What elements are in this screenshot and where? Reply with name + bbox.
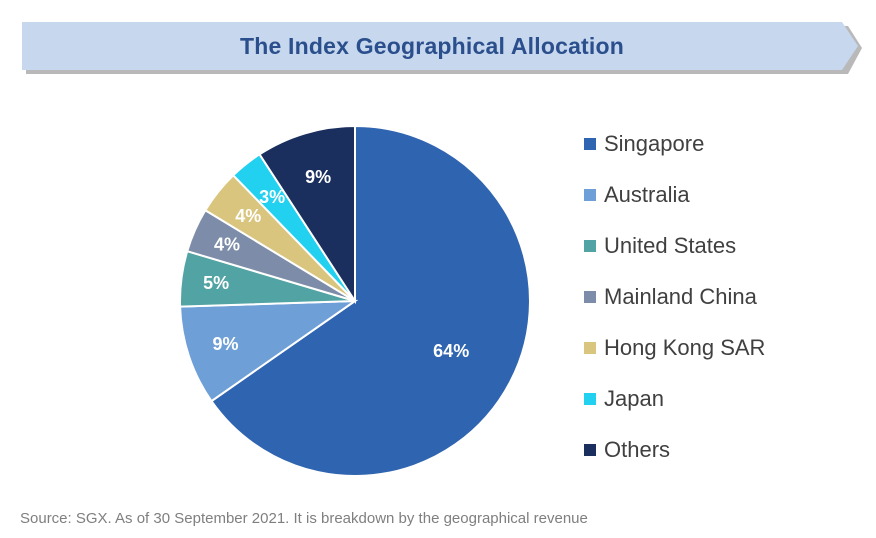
pie-chart: 64% 9% 5% 4% 4% 3% 9%: [170, 116, 540, 486]
legend-swatch: [584, 137, 596, 150]
legend-swatch: [584, 341, 596, 354]
banner-arrow-shape: [22, 22, 862, 74]
legend-label: Singapore: [604, 130, 705, 156]
legend-label: Australia: [604, 181, 690, 207]
legend-swatch: [584, 290, 596, 303]
legend-item-others: Others: [584, 424, 864, 475]
legend-label: United States: [604, 232, 737, 258]
pie-slice-others: [258, 124, 356, 305]
chart-title: The Index Geographical Allocation: [239, 32, 625, 59]
data-label-australia: 9%: [212, 334, 238, 354]
legend-item-hong-kong-sar: Hong Kong SAR: [584, 322, 864, 373]
legend-swatch: [584, 392, 596, 405]
legend-swatch: [584, 239, 596, 252]
legend-item-united-states: United States: [584, 220, 864, 271]
data-label-singapore: 64%: [433, 341, 469, 361]
data-label-others: 9%: [305, 167, 331, 187]
legend-item-mainland-china: Mainland China: [584, 271, 864, 322]
data-label-hong-kong-sar: 4%: [235, 206, 261, 226]
legend-item-australia: Australia: [584, 169, 864, 220]
legend-swatch: [584, 443, 596, 456]
title-banner: The Index Geographical Allocation: [22, 22, 862, 74]
legend-swatch: [584, 188, 596, 201]
legend-label: Mainland China: [604, 283, 757, 309]
legend-item-japan: Japan: [584, 373, 864, 424]
legend-label: Japan: [604, 385, 664, 411]
data-label-japan: 3%: [259, 187, 285, 207]
data-label-mainland-china: 4%: [214, 234, 240, 254]
chart-legend: Singapore Australia United States Mainland …: [584, 118, 864, 475]
legend-label: Hong Kong SAR: [604, 334, 766, 360]
legend-label: Others: [604, 436, 671, 462]
source-note: Source: SGX. As of 30 September 2021. It…: [20, 510, 588, 527]
legend-item-singapore: Singapore: [584, 118, 864, 169]
pie-svg: 64%9%5%4%4%3%9%: [179, 124, 531, 477]
pie-slice-singapore: [210, 124, 531, 477]
pie-slice-australia: [179, 299, 359, 403]
data-label-united-states: 5%: [203, 273, 229, 293]
